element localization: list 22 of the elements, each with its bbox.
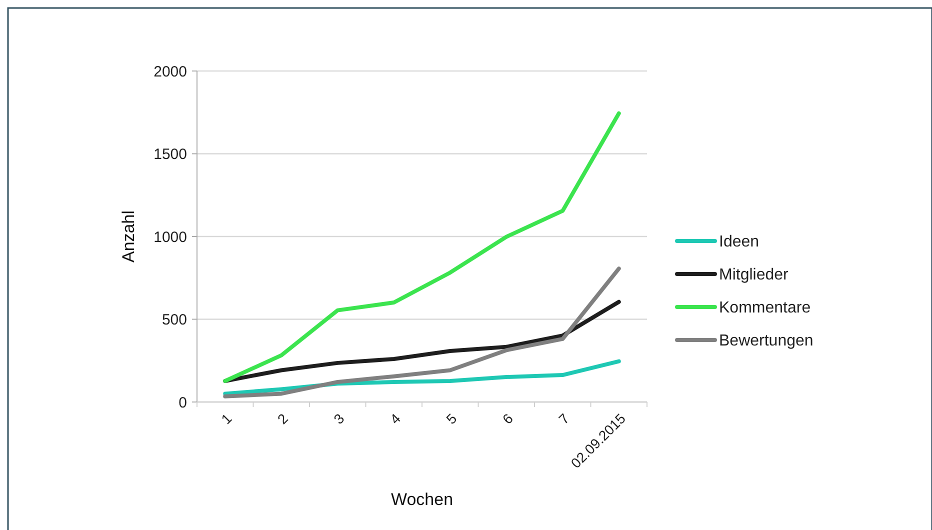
line-series [223,111,621,383]
y-tick-label: 0 [178,394,187,412]
y-tick-label: 2000 [154,63,187,80]
y-tick-label: 1000 [154,228,187,246]
line-series [223,359,621,396]
y-tick-label: 500 [162,312,187,328]
y-axis-title: Anzahl [119,210,138,262]
x-tick-label: 2 [274,410,292,428]
y-tick-label: 1500 [154,146,187,163]
legend-label: Ideen [719,234,760,251]
x-tick-label: 6 [499,410,516,428]
line-series [223,300,621,383]
x-tick-label: 7 [555,410,572,428]
legend-label: Mitglieder [719,266,790,284]
legend-label: Bewertungen [719,332,814,350]
legend-label: Kommentare [719,300,811,317]
x-axis-title: Wochen [390,490,454,509]
x-tick-label: 5 [442,410,460,428]
x-tick-label: 1 [218,410,235,428]
line-series [223,266,621,398]
x-tick-label: 4 [386,410,404,428]
x-tick-label: 3 [330,410,348,428]
